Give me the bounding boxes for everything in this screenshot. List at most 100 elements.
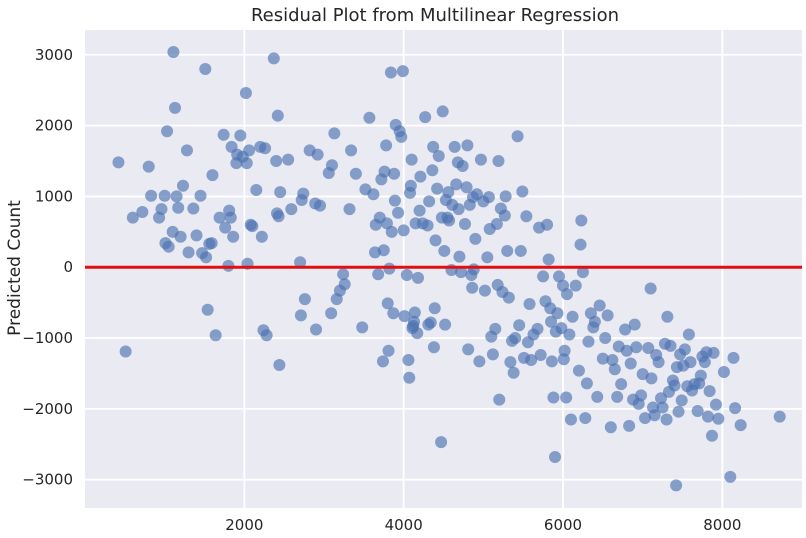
scatter-point [523,298,536,311]
scatter-point [382,344,395,357]
scatter-point [701,410,714,423]
scatter-point [635,389,648,402]
scatter-point [462,343,475,356]
scatter-point [388,167,401,180]
scatter-point [243,144,256,157]
scatter-point [397,224,410,237]
scatter-point [190,229,203,242]
scatter-point [412,271,425,284]
scatter-point [343,203,356,216]
scatter-point [297,187,310,200]
scatter-point [579,412,592,425]
scatter-point [537,270,550,283]
scatter-point [588,315,601,328]
scatter-point [206,169,219,182]
scatter-point [456,159,469,172]
x-tick-label: 6000 [544,516,582,534]
scatter-point [727,351,740,364]
x-tick-label: 2000 [225,516,263,534]
scatter-point [672,405,685,418]
scatter-point [428,302,441,315]
scatter-point [194,189,207,202]
x-tick-label: 4000 [385,516,423,534]
scatter-point [648,409,661,422]
scatter-point [473,355,486,368]
scatter-point [574,238,587,251]
scatter-point [402,353,415,366]
scatter-point [507,366,520,379]
scatter-point [142,160,155,173]
scatter-point [469,232,482,245]
scatter-point [601,309,614,322]
scatter-point [520,210,533,223]
scatter-point [395,130,408,143]
scatter-point [337,268,350,281]
scatter-point [250,184,263,197]
scatter-point [478,284,491,297]
scatter-point [426,164,439,177]
scatter-point [246,220,259,233]
scatter-point [514,244,527,257]
scatter-point [239,87,252,100]
scatter-point [624,357,637,370]
scatter-point [531,322,544,335]
scatter-point [403,371,416,384]
scatter-point [599,332,612,345]
scatter-point [136,205,149,218]
scatter-point [388,194,401,207]
scatter-point [182,246,195,259]
y-tick-label: 0 [63,258,73,276]
scatter-point [205,237,218,250]
scatter-point [217,128,230,141]
y-tick-label: −3000 [22,471,73,489]
scatter-point [620,344,633,357]
scatter-point [414,170,427,183]
scatter-point [405,153,418,166]
scatter-point [498,209,511,222]
scatter-point [234,129,247,142]
scatter-point [267,52,280,65]
scatter-point [773,410,786,423]
scatter-point [684,356,697,369]
scatter-point [398,310,411,323]
scatter-point [411,327,424,340]
scatter-point [285,203,298,216]
scatter-point [443,214,456,227]
scatter-point [509,332,522,345]
scatter-point [392,206,405,219]
scatter-point [628,318,641,331]
scatter-point [421,219,434,232]
scatter-point [572,364,585,377]
scatter-point [455,266,468,279]
scatter-point [200,251,213,264]
scatter-point [560,391,573,404]
scatter-point [345,144,358,157]
scatter-point [259,142,272,155]
scatter-point [381,297,394,310]
scatter-point [661,310,674,323]
scatter-point [450,178,463,191]
scatter-point [377,244,390,257]
scatter-point [170,190,183,203]
scatter-point [580,377,593,390]
scatter-point [385,225,398,238]
scatter-points [112,45,786,492]
scatter-point [380,139,393,152]
scatter-point [501,244,514,257]
scatter-point [240,157,253,170]
scatter-point [145,189,158,202]
scatter-point [575,214,588,227]
scatter-point [615,378,628,391]
scatter-point [282,153,295,166]
scatter-point [558,344,571,357]
scatter-point [378,165,391,178]
scatter-point [438,244,451,257]
scatter-point [219,221,232,234]
y-tick-label: −2000 [22,400,73,418]
scatter-point [698,356,711,369]
scatter-point [273,358,286,371]
scatter-point [432,150,445,163]
scatter-point [255,230,268,243]
scatter-point [112,156,125,169]
scatter-point [606,353,619,366]
